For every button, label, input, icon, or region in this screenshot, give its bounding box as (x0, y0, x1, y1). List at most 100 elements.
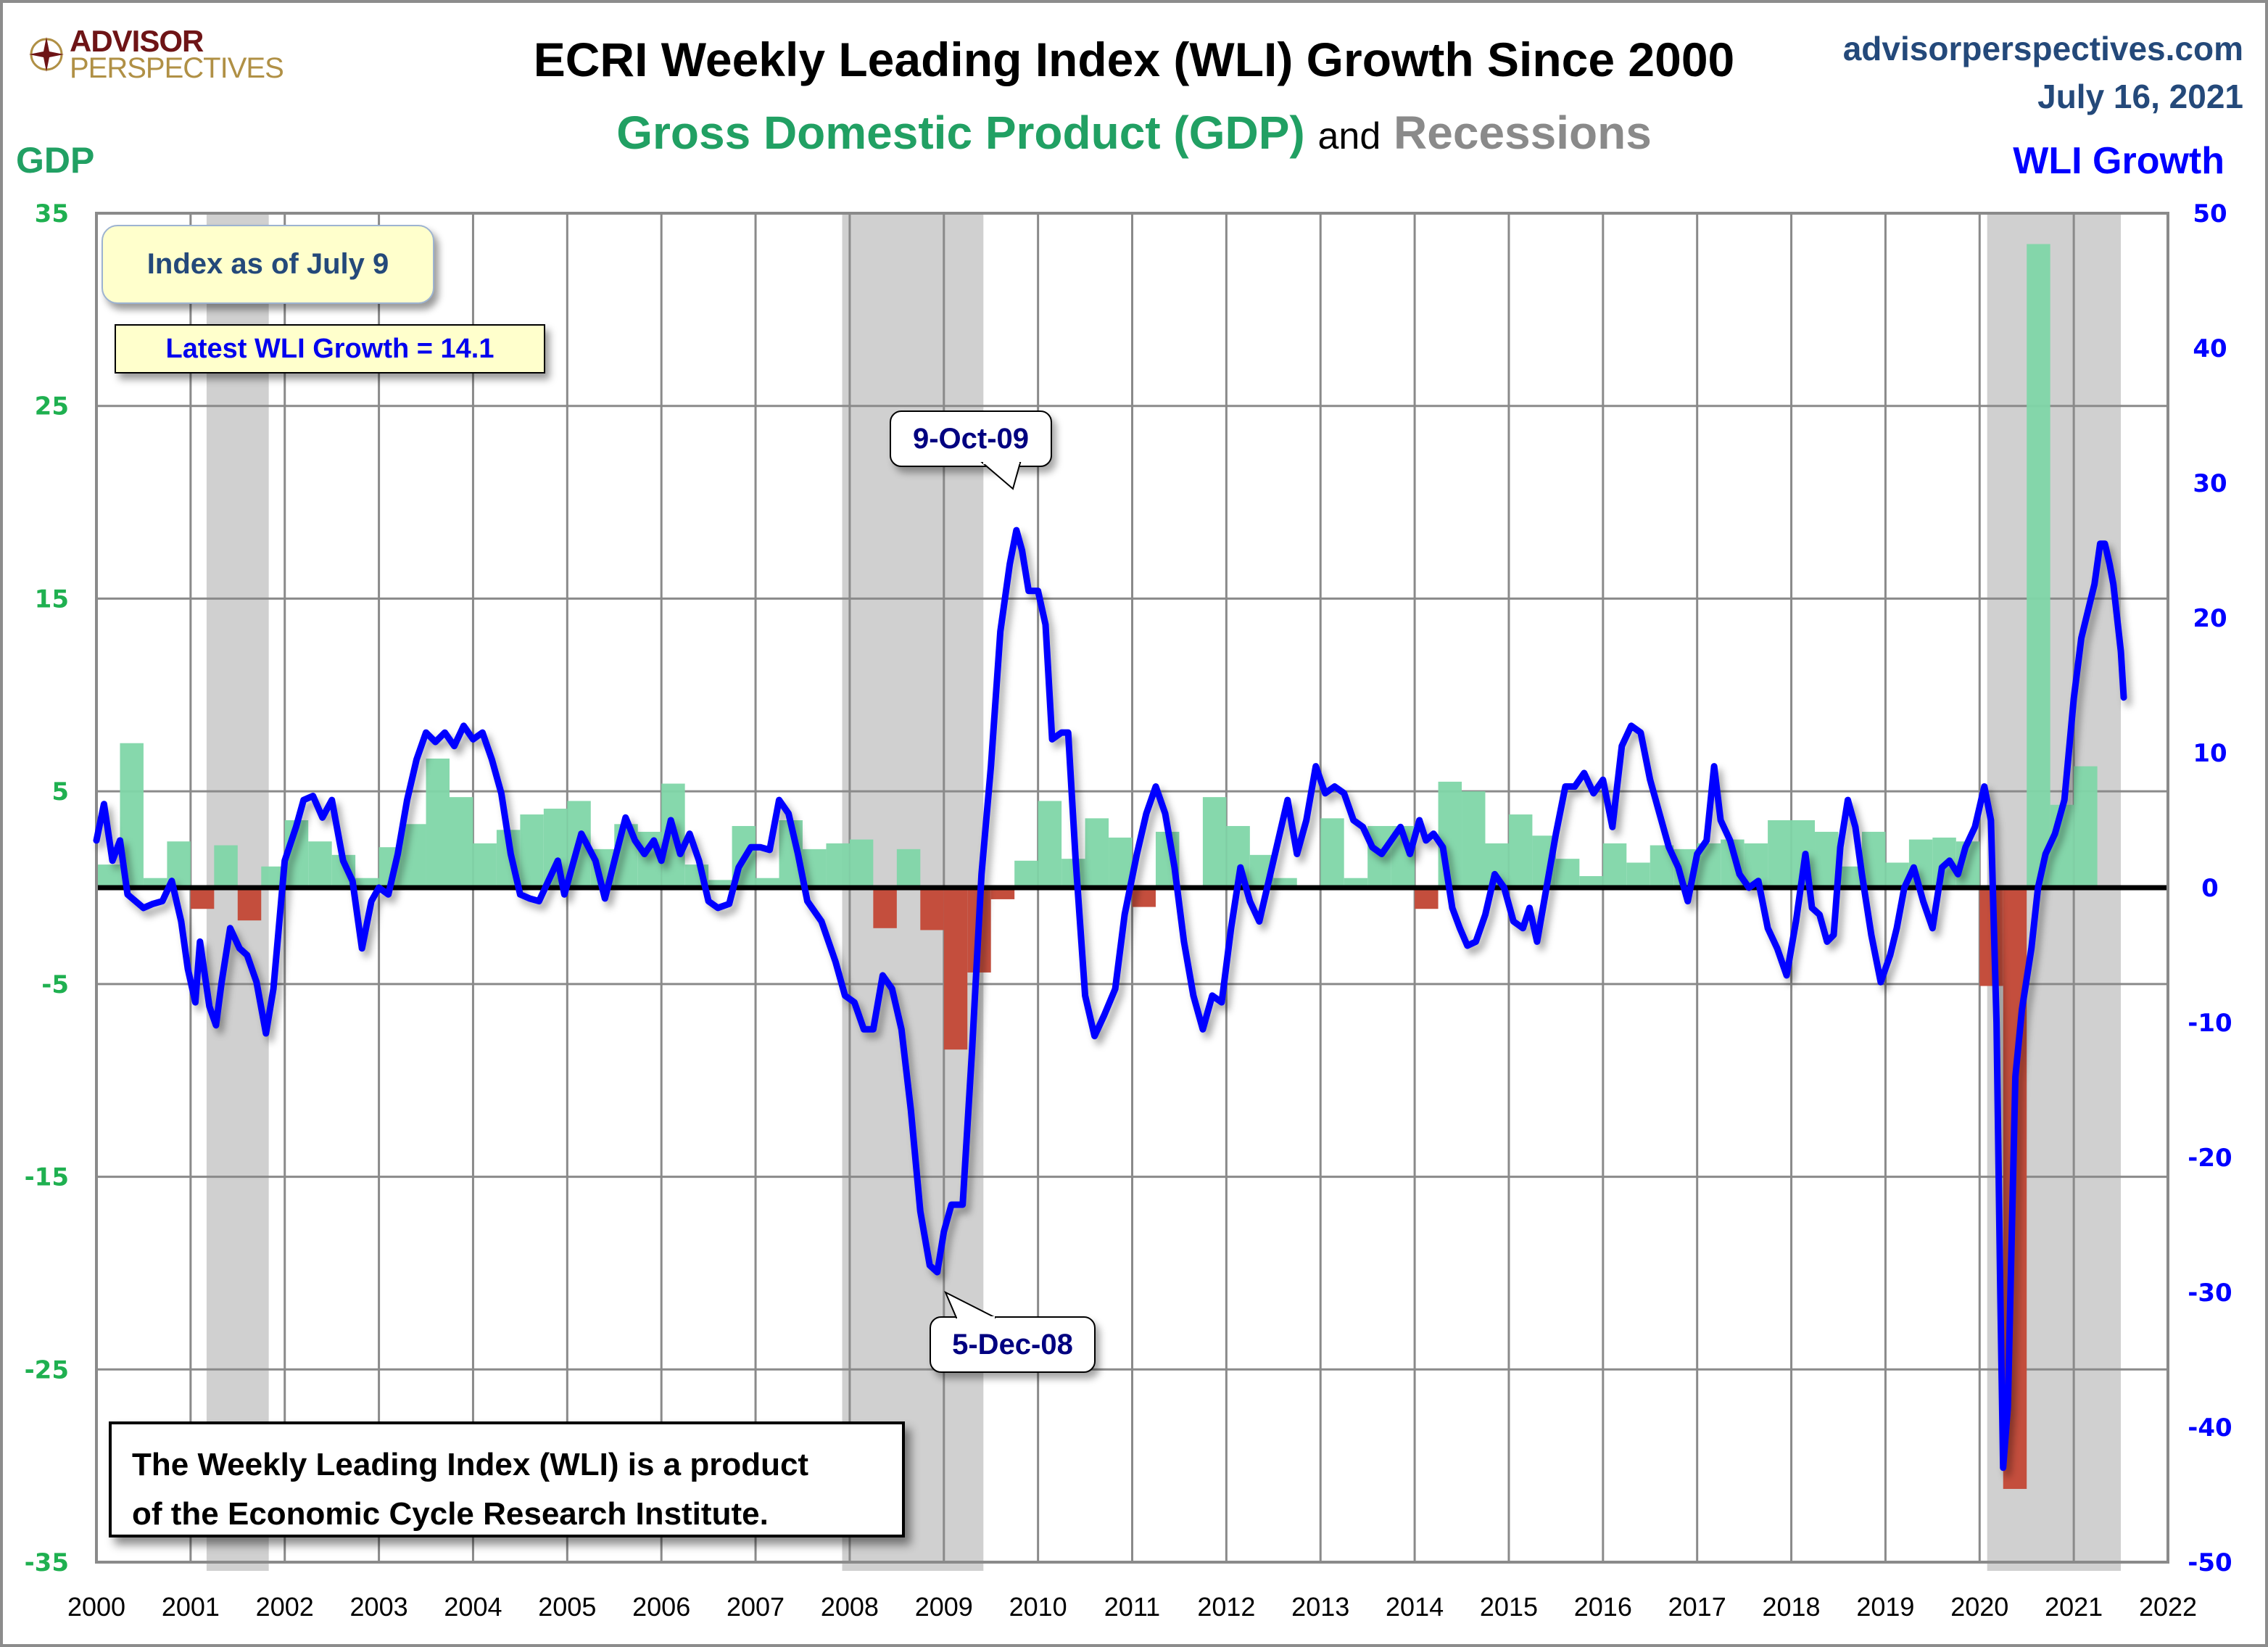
left-axis-title: GDP (16, 140, 95, 181)
gdp-bar (1038, 801, 1062, 888)
x-axis-tick-label: 2022 (2139, 1592, 2197, 1622)
note-line1: The Weekly Leading Index (WLI) is a prod… (132, 1447, 809, 1482)
gdp-bar (1202, 797, 1227, 888)
gdp-bar (1085, 818, 1109, 888)
gdp-bar (473, 843, 497, 888)
x-axis-tick-label: 2014 (1386, 1592, 1444, 1622)
gdp-bar (2027, 244, 2050, 888)
gdp-bar (214, 845, 238, 888)
x-axis-tick-label: 2011 (1104, 1592, 1160, 1622)
left-axis-tick-label: 25 (35, 392, 69, 421)
x-axis-tick-label: 2019 (1856, 1592, 1914, 1622)
logo-line2: PERSPECTIVES (70, 51, 284, 84)
trough-callout: 5-Dec-08 (930, 1316, 1096, 1373)
right-axis-tick-label: 30 (2193, 469, 2227, 498)
left-axis-tick-label: -35 (25, 1548, 69, 1577)
right-axis-tick-label: 20 (2193, 604, 2227, 633)
gdp-bar (1579, 876, 1603, 888)
gdp-bar (1768, 820, 1792, 888)
gdp-bar (849, 839, 874, 888)
gdp-bar (1555, 859, 1580, 888)
gdp-bar (1014, 860, 1038, 888)
gdp-bar (943, 888, 968, 1050)
right-axis-tick-label: 40 (2193, 334, 2227, 363)
gdp-bar (2074, 766, 2098, 888)
left-axis-tick-label: 35 (35, 199, 69, 228)
right-axis-title: WLI Growth (2013, 140, 2224, 182)
gdp-bar (237, 888, 262, 921)
x-axis-tick-label: 2000 (67, 1592, 125, 1622)
plot-area-border (95, 212, 2169, 1564)
left-axis-tick-label: 5 (51, 777, 69, 806)
chart-title: ECRI Weekly Leading Index (WLI) Growth S… (533, 33, 1735, 86)
gdp-bar (896, 849, 921, 888)
right-axis-tick-label: 10 (2193, 739, 2227, 768)
site-url[interactable]: advisorperspectives.com (1842, 30, 2243, 67)
x-axis-tick-label: 2021 (2045, 1592, 2103, 1622)
gdp-bar (1838, 866, 1862, 888)
x-axis-tick-label: 2005 (538, 1592, 596, 1622)
gdp-bar (708, 880, 732, 888)
x-axis-tick-label: 2006 (632, 1592, 690, 1622)
advisor-perspectives-logo: ADVISOR PERSPECTIVES (28, 24, 284, 84)
peak-callout: 9-Oct-09 (890, 410, 1052, 467)
logo-line1: ADVISOR (70, 24, 204, 58)
gdp-bar (990, 888, 1015, 899)
source-info: advisorperspectives.com July 16, 2021 (1843, 25, 2243, 120)
note-line2: of the Economic Cycle Research Institute… (132, 1496, 769, 1532)
right-axis-tick-label: 0 (2201, 874, 2219, 903)
right-axis-tick-label: -40 (2188, 1413, 2232, 1442)
x-axis-tick-label: 2018 (1762, 1592, 1820, 1622)
right-axis-tick-label: -50 (2188, 1548, 2232, 1577)
right-axis-tick-label: -30 (2188, 1279, 2232, 1308)
left-axis-tick-label: -5 (41, 970, 69, 999)
chart-subtitle: Gross Domestic Product (GDP) and Recessi… (0, 106, 2268, 160)
gdp-bar (1861, 831, 1886, 888)
x-axis-tick-label: 2003 (350, 1592, 408, 1622)
gdp-bar (520, 814, 544, 888)
gdp-bar (1438, 781, 1462, 888)
gdp-bar (1415, 888, 1439, 909)
gdp-bar (826, 843, 850, 888)
gdp-bar (1320, 818, 1344, 888)
x-axis-tick-label: 2010 (1009, 1592, 1067, 1622)
x-axis-tick-label: 2012 (1197, 1592, 1255, 1622)
gdp-bar (190, 888, 215, 909)
gdp-bar (1602, 843, 1627, 888)
right-axis-tick-label: -10 (2188, 1009, 2232, 1038)
x-axis-tick-label: 2013 (1291, 1592, 1349, 1622)
gdp-bar (402, 824, 426, 888)
left-axis-tick-label: -15 (25, 1163, 69, 1192)
gdp-bar (920, 888, 944, 930)
gdp-bar (1132, 888, 1156, 907)
gdp-bar (308, 841, 332, 888)
x-axis-tick-label: 2004 (444, 1592, 502, 1622)
left-axis-tick-label: -25 (25, 1355, 69, 1384)
x-axis-tick-label: 2017 (1668, 1592, 1726, 1622)
right-axis-tick-label: -20 (2188, 1144, 2232, 1173)
gdp-bar (1908, 839, 1933, 888)
gdp-bar (1462, 791, 1486, 888)
gdp-bar (96, 864, 120, 888)
gdp-bar (449, 797, 473, 888)
x-axis-tick-label: 2001 (162, 1592, 220, 1622)
publish-date: July 16, 2021 (2037, 78, 2243, 115)
gdp-bar (1626, 862, 1650, 888)
gdp-bar (873, 888, 897, 928)
right-axis-tick-label: 50 (2193, 199, 2227, 228)
x-axis-tick-label: 2002 (256, 1592, 314, 1622)
subtitle-and: and (1317, 115, 1381, 157)
left-axis-tick-label: 15 (35, 585, 69, 614)
wli-source-note: The Weekly Leading Index (WLI) is a prod… (109, 1421, 905, 1537)
gdp-bar (426, 758, 450, 888)
x-axis-tick-label: 2016 (1574, 1592, 1632, 1622)
latest-wli-box: Latest WLI Growth = 14.1 (115, 324, 545, 373)
trough-callout-pointer (943, 1290, 996, 1319)
x-axis-tick-label: 2007 (727, 1592, 785, 1622)
x-axis-tick-label: 2009 (915, 1592, 973, 1622)
x-axis-tick-label: 2008 (821, 1592, 879, 1622)
compass-icon (29, 36, 64, 72)
subtitle-recessions: Recessions (1394, 107, 1652, 159)
x-axis-tick-label: 2015 (1480, 1592, 1538, 1622)
